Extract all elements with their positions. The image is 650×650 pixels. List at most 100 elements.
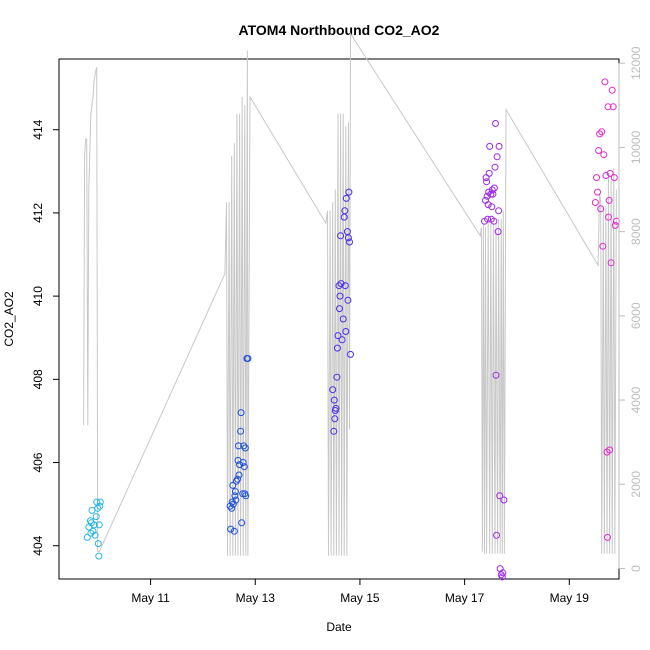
x-axis: May 11 May 13 May 15 May 17 May 19 [131,579,589,605]
data-point-0-15 [96,502,104,510]
data-point-3-25 [496,492,504,500]
y-tick-label: 404 [31,535,45,555]
y2-tick-label: 6000 [629,302,643,329]
data-point-3-17 [491,163,499,171]
data-point-2-11 [336,292,344,300]
data-point-3-10 [487,190,495,198]
data-point-3-23 [495,207,503,215]
data-point-2-3 [331,415,339,423]
data-point-4-3 [595,147,603,154]
data-point-3-14 [489,190,497,198]
data-point-3-30 [500,496,508,504]
x-tick-label: May 17 [445,591,485,605]
data-point-1-14 [235,471,243,479]
y-tick-label: 408 [31,369,45,389]
data-point-1-24 [241,444,249,452]
data-point-1-8 [231,488,239,496]
data-point-2-5 [332,404,340,412]
data-point-3-8 [485,169,493,177]
data-point-0-3 [87,529,95,537]
data-point-2-20 [342,194,350,202]
data-point-2-13 [337,280,345,288]
right-axis-line-layer [83,32,617,556]
chart-title: ATOM4 Northbound CO2_AO2 [239,22,440,38]
data-point-2-1 [330,427,338,435]
data-point-0-12 [94,540,102,548]
data-point-3-21 [493,153,501,161]
data-point-4-19 [608,86,616,94]
data-point-2-23 [344,234,352,242]
data-point-2-7 [333,344,341,352]
data-point-4-9 [601,78,609,86]
data-point-1-11 [234,475,241,483]
data-point-0-0 [83,533,91,541]
data-point-3-5 [484,215,492,223]
data-point-4-8 [600,151,608,159]
y2-tick-label: 10000 [629,130,643,164]
data-point-2-10 [336,305,343,313]
x-tick-label: May 15 [340,591,380,605]
y2-tick-label: 8000 [629,218,643,245]
y-tick-label: 406 [31,452,45,472]
data-point-3-13 [488,186,496,194]
data-point-2-24 [345,188,353,196]
data-point-4-14 [605,213,612,221]
data-point-4-5 [597,205,605,213]
data-point-2-22 [344,296,352,304]
data-point-0-16 [96,498,104,506]
data-point-0-7 [90,521,98,529]
y2-tick-label: 4000 [629,386,643,413]
data-point-3-12 [488,203,496,211]
data-point-1-22 [240,463,248,471]
data-point-3-3 [483,178,491,186]
data-point-3-6 [484,201,492,209]
data-point-2-25 [346,238,353,246]
data-point-4-16 [606,446,614,454]
data-point-3-15 [490,217,498,225]
data-point-2-8 [334,332,342,340]
x-axis-label: Date [326,620,352,634]
data-point-1-18 [238,519,246,527]
scatter-points-layer [83,78,620,581]
data-point-1-1 [227,525,235,533]
data-point-3-29 [499,569,507,577]
data-point-3-19 [492,371,500,379]
y-tick-label: 414 [31,119,45,139]
data-point-4-4 [596,130,604,138]
data-point-1-25 [242,492,250,500]
y-axis-right: 0 2000 4000 6000 8000 10000 12000 [618,46,643,572]
data-point-4-10 [602,172,610,179]
y-tick-label: 410 [31,286,45,306]
y-axis-left: 404 406 408 410 412 414 [31,119,59,556]
data-point-3-24 [495,142,503,150]
data-point-4-17 [606,169,614,177]
data-point-2-6 [333,373,341,381]
data-point-3-22 [494,228,502,236]
data-point-3-9 [486,142,494,150]
data-point-2-26 [347,350,354,358]
data-point-2-12 [337,232,345,240]
x-tick-label: May 19 [550,591,590,605]
series-line [83,32,617,556]
data-point-2-14 [338,336,346,344]
y2-tick-label: 12000 [629,46,643,80]
data-point-4-20 [609,103,617,111]
data-point-2-17 [341,207,349,215]
data-point-4-22 [611,221,619,229]
x-tick-label: May 13 [236,591,276,605]
y2-tick-label: 0 [629,565,643,572]
y2-tick-label: 2000 [629,471,643,498]
data-point-1-17 [237,409,245,417]
x-tick-label: May 11 [131,591,170,605]
data-point-0-13 [95,552,103,560]
data-point-0-5 [88,506,96,514]
data-point-1-27 [244,355,252,362]
data-point-0-11 [94,504,102,512]
data-point-1-20 [239,459,247,466]
data-point-4-13 [604,103,612,111]
data-point-1-16 [237,427,245,435]
data-point-2-0 [329,386,337,394]
y-axis-label: CO2_AO2 [2,291,16,347]
data-point-4-18 [607,259,615,267]
